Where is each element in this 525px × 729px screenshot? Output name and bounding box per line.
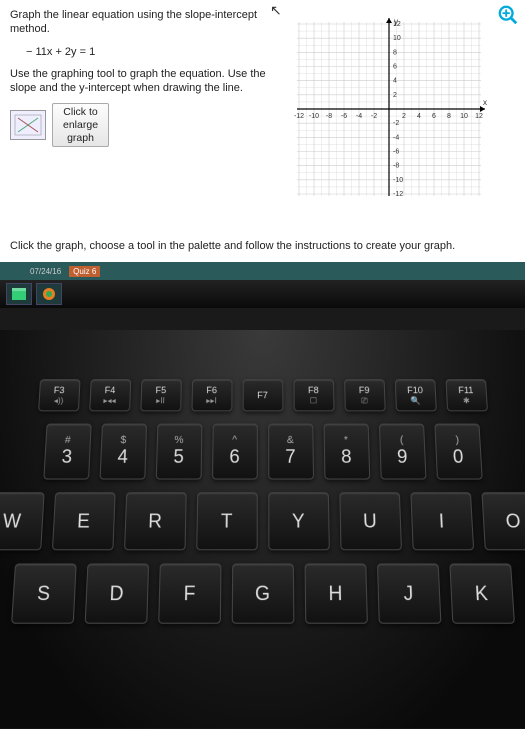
- svg-text:-2: -2: [371, 113, 377, 120]
- svg-text:-10: -10: [309, 113, 319, 120]
- graph-thumb-icon: [10, 110, 46, 140]
- key-t[interactable]: T: [196, 492, 258, 550]
- svg-text:4: 4: [417, 113, 421, 120]
- taskbar-explorer-icon[interactable]: [6, 283, 32, 305]
- key-u[interactable]: U: [339, 492, 402, 550]
- svg-text:12: 12: [475, 113, 483, 120]
- key-6[interactable]: ^6: [211, 424, 257, 480]
- key-7[interactable]: &7: [268, 424, 314, 480]
- key-f10[interactable]: F10🔍: [394, 379, 436, 411]
- key-4[interactable]: $4: [99, 424, 147, 480]
- svg-text:2: 2: [402, 113, 406, 120]
- equation: − 11x + 2y = 1: [10, 45, 290, 59]
- coordinate-graph[interactable]: -12-10-8-6-4-224681012-12-10-8-6-4-22468…: [289, 14, 489, 204]
- key-e[interactable]: E: [51, 492, 115, 550]
- key-o[interactable]: O: [481, 492, 525, 550]
- key-f4[interactable]: F4▸◂◂: [89, 379, 131, 411]
- key-f9[interactable]: F9⎚: [344, 379, 386, 411]
- svg-text:-6: -6: [341, 113, 347, 120]
- enlarge-l1: Click to: [63, 106, 98, 119]
- zoom-icon[interactable]: [497, 4, 519, 26]
- key-i[interactable]: I: [410, 492, 474, 550]
- svg-text:8: 8: [447, 113, 451, 120]
- key-5[interactable]: %5: [155, 424, 202, 480]
- svg-text:x: x: [483, 98, 487, 107]
- key-w[interactable]: W: [0, 492, 44, 550]
- svg-text:-8: -8: [393, 163, 399, 170]
- svg-text:-10: -10: [393, 177, 403, 184]
- svg-text:-4: -4: [356, 113, 362, 120]
- key-9[interactable]: (9: [378, 424, 426, 480]
- svg-text:-6: -6: [393, 149, 399, 156]
- key-f[interactable]: F: [158, 563, 221, 623]
- svg-text:-12: -12: [393, 191, 403, 198]
- key-f8[interactable]: F8☐: [293, 379, 334, 411]
- key-j[interactable]: J: [376, 563, 441, 623]
- key-k[interactable]: K: [449, 563, 515, 623]
- windows-taskbar[interactable]: [0, 280, 525, 308]
- key-3[interactable]: #3: [43, 424, 91, 480]
- key-r[interactable]: R: [124, 492, 187, 550]
- laptop-keyboard: F3◂))F4▸◂◂ F5▸II F6▸▸I F7 F8☐ F9⎚F10🔍 F11✱ #3$…: [0, 330, 525, 729]
- key-g[interactable]: G: [231, 563, 294, 623]
- problem-line1: Graph the linear equation using the slop…: [10, 8, 290, 37]
- math-problem-panel: ↖ Graph the linear equation using the sl…: [0, 0, 525, 280]
- tab-quiz[interactable]: Quiz 6: [69, 266, 100, 277]
- enlarge-l3: graph: [63, 132, 98, 145]
- taskbar-firefox-icon[interactable]: [36, 283, 62, 305]
- cursor-icon: ↖: [270, 2, 282, 19]
- key-d[interactable]: D: [84, 563, 149, 623]
- browser-tab-strip: 07/24/16 Quiz 6: [0, 262, 525, 280]
- svg-text:-8: -8: [326, 113, 332, 120]
- svg-text:2: 2: [393, 92, 397, 99]
- key-f7[interactable]: F7: [242, 379, 283, 411]
- svg-text:-12: -12: [294, 113, 304, 120]
- svg-text:8: 8: [393, 49, 397, 56]
- svg-text:6: 6: [432, 113, 436, 120]
- enlarge-l2: enlarge: [63, 119, 98, 132]
- key-h[interactable]: H: [304, 563, 367, 623]
- tab-date[interactable]: 07/24/16: [30, 267, 61, 276]
- key-8[interactable]: *8: [323, 424, 370, 480]
- svg-text:-2: -2: [393, 120, 399, 127]
- key-y[interactable]: Y: [268, 492, 330, 550]
- svg-text:4: 4: [393, 78, 397, 85]
- problem-line2: Use the graphing tool to graph the equat…: [10, 67, 290, 96]
- svg-text:y: y: [394, 17, 398, 26]
- key-f11[interactable]: F11✱: [445, 379, 488, 411]
- instruction-text: Click the graph, choose a tool in the pa…: [10, 240, 455, 252]
- enlarge-graph-button[interactable]: Click to enlarge graph: [52, 103, 109, 147]
- key-f6[interactable]: F6▸▸I: [191, 379, 232, 411]
- key-f5[interactable]: F5▸II: [140, 379, 182, 411]
- svg-text:10: 10: [393, 35, 401, 42]
- key-s[interactable]: S: [11, 563, 77, 623]
- svg-text:10: 10: [460, 113, 468, 120]
- key-f3[interactable]: F3◂)): [38, 379, 81, 411]
- key-0[interactable]: )0: [434, 424, 482, 480]
- svg-text:-4: -4: [393, 134, 399, 141]
- svg-text:6: 6: [393, 64, 397, 71]
